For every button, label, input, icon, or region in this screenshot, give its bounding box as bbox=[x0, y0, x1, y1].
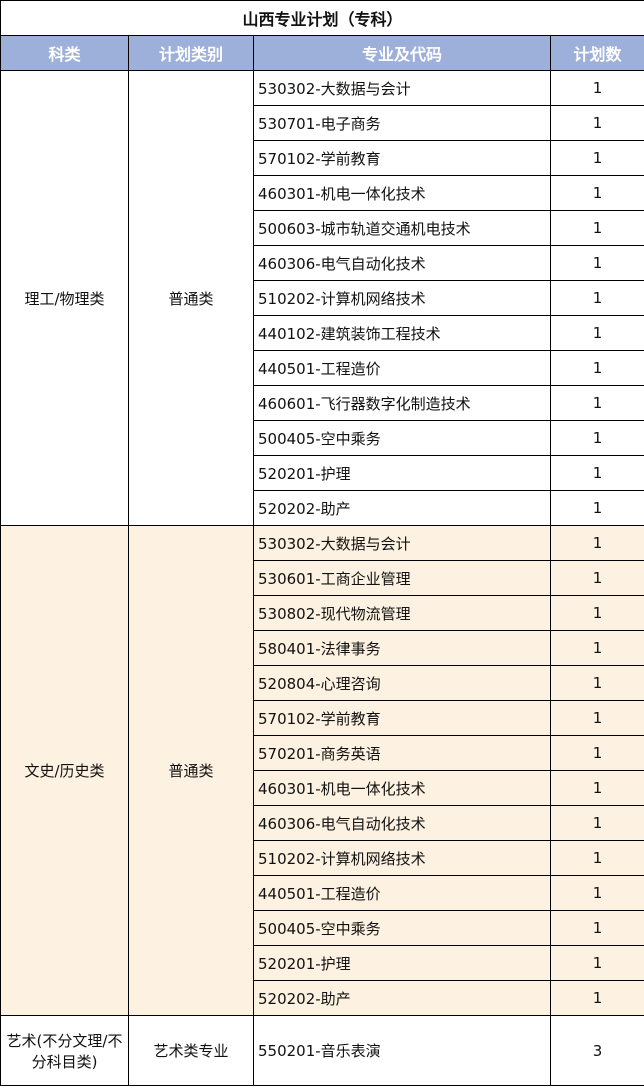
major-cell: 570102-学前教育 bbox=[253, 140, 551, 176]
count-cell: 1 bbox=[549, 805, 644, 841]
category-cell: 文史/历史类 bbox=[0, 525, 129, 1016]
table-row: 文史/历史类 普通类 530302-大数据与会计 1 bbox=[0, 525, 644, 1016]
table-row: 520202-助产 1 bbox=[1, 490, 644, 526]
table-row: 530701-电子商务 1 bbox=[1, 105, 644, 141]
major-cell: 460301-机电一体化技术 bbox=[253, 770, 551, 806]
header-category: 科类 bbox=[0, 35, 129, 71]
plan-type-cell: 普通类 bbox=[128, 525, 254, 1016]
count-cell: 1 bbox=[549, 910, 644, 946]
major-cell: 460306-电气自动化技术 bbox=[253, 245, 551, 281]
header-count: 计划数 bbox=[549, 35, 644, 71]
major-cell: 530601-工商企业管理 bbox=[253, 560, 551, 596]
table-row: 460301-机电一体化技术 1 bbox=[1, 175, 644, 211]
count-cell: 1 bbox=[549, 595, 644, 631]
table-row: 570201-商务英语 1 bbox=[1, 735, 644, 771]
count-cell: 1 bbox=[549, 70, 644, 106]
table-row: 580401-法律事务 1 bbox=[1, 630, 644, 666]
major-cell: 460301-机电一体化技术 bbox=[253, 175, 551, 211]
major-cell: 500405-空中乘务 bbox=[253, 910, 551, 946]
major-cell: 520804-心理咨询 bbox=[253, 665, 551, 701]
table-row: 520804-心理咨询 1 bbox=[1, 665, 644, 701]
count-cell: 1 bbox=[549, 490, 644, 526]
plan-type-cell: 艺术类专业 bbox=[128, 1015, 254, 1086]
major-cell: 520202-助产 bbox=[253, 980, 551, 1016]
table-row: 570102-学前教育 1 bbox=[1, 140, 644, 176]
count-cell: 1 bbox=[549, 700, 644, 736]
category-cell: 艺术(不分文理/不分科目类) bbox=[0, 1015, 129, 1086]
header-plan-type: 计划类别 bbox=[128, 35, 254, 71]
table-row: 520202-助产 1 bbox=[1, 980, 644, 1016]
table-row: 510202-计算机网络技术 1 bbox=[1, 840, 644, 876]
table-row: 440501-工程造价 1 bbox=[1, 875, 644, 911]
table-row: 570102-学前教育 1 bbox=[1, 700, 644, 736]
table-title: 山西专业计划（专科） bbox=[0, 0, 644, 36]
table-row: 理工/物理类 普通类 530302-大数据与会计 1 bbox=[0, 70, 644, 526]
table-row: 500405-空中乘务 1 bbox=[1, 420, 644, 456]
header-major: 专业及代码 bbox=[253, 35, 551, 71]
count-cell: 1 bbox=[549, 980, 644, 1016]
count-cell: 1 bbox=[549, 875, 644, 911]
major-cell: 530802-现代物流管理 bbox=[253, 595, 551, 631]
table-row: 460301-机电一体化技术 1 bbox=[1, 770, 644, 806]
major-cell: 530302-大数据与会计 bbox=[253, 70, 551, 106]
count-cell: 1 bbox=[549, 350, 644, 386]
major-cell: 550201-音乐表演 bbox=[253, 1015, 551, 1086]
table-row: 440501-工程造价 1 bbox=[1, 350, 644, 386]
count-cell: 1 bbox=[549, 665, 644, 701]
major-cell: 520202-助产 bbox=[253, 490, 551, 526]
major-cell: 440501-工程造价 bbox=[253, 875, 551, 911]
count-cell: 1 bbox=[549, 175, 644, 211]
count-cell: 1 bbox=[549, 770, 644, 806]
count-cell: 1 bbox=[549, 140, 644, 176]
count-cell: 1 bbox=[549, 105, 644, 141]
major-cell: 460306-电气自动化技术 bbox=[253, 805, 551, 841]
table-row: 460306-电气自动化技术 1 bbox=[1, 805, 644, 841]
count-cell: 1 bbox=[549, 560, 644, 596]
major-cell: 440102-建筑装饰工程技术 bbox=[253, 315, 551, 351]
table-row: 460601-飞行器数字化制造技术 1 bbox=[1, 385, 644, 421]
count-cell: 3 bbox=[549, 1015, 644, 1086]
count-cell: 1 bbox=[549, 315, 644, 351]
count-cell: 1 bbox=[549, 840, 644, 876]
major-cell: 570102-学前教育 bbox=[253, 700, 551, 736]
major-cell: 500603-城市轨道交通机电技术 bbox=[253, 210, 551, 246]
count-cell: 1 bbox=[549, 280, 644, 316]
count-cell: 1 bbox=[549, 455, 644, 491]
major-cell: 580401-法律事务 bbox=[253, 630, 551, 666]
count-cell: 1 bbox=[549, 210, 644, 246]
count-cell: 1 bbox=[549, 420, 644, 456]
count-cell: 1 bbox=[549, 945, 644, 981]
plan-type-cell: 普通类 bbox=[128, 70, 254, 526]
major-cell: 500405-空中乘务 bbox=[253, 420, 551, 456]
table-row: 460306-电气自动化技术 1 bbox=[1, 245, 644, 281]
major-cell: 510202-计算机网络技术 bbox=[253, 840, 551, 876]
major-cell: 530701-电子商务 bbox=[253, 105, 551, 141]
table-row: 520201-护理 1 bbox=[1, 945, 644, 981]
count-cell: 1 bbox=[549, 245, 644, 281]
category-cell: 理工/物理类 bbox=[0, 70, 129, 526]
major-cell: 460601-飞行器数字化制造技术 bbox=[253, 385, 551, 421]
major-cell: 440501-工程造价 bbox=[253, 350, 551, 386]
count-cell: 1 bbox=[549, 385, 644, 421]
major-cell: 520201-护理 bbox=[253, 455, 551, 491]
table-row: 艺术(不分文理/不分科目类) 艺术类专业 550201-音乐表演 3 bbox=[0, 1015, 644, 1086]
count-cell: 1 bbox=[549, 735, 644, 771]
major-cell: 570201-商务英语 bbox=[253, 735, 551, 771]
count-cell: 1 bbox=[549, 630, 644, 666]
table-row: 520201-护理 1 bbox=[1, 455, 644, 491]
major-cell: 530302-大数据与会计 bbox=[253, 525, 551, 561]
count-cell: 1 bbox=[549, 525, 644, 561]
major-cell: 520201-护理 bbox=[253, 945, 551, 981]
major-cell: 510202-计算机网络技术 bbox=[253, 280, 551, 316]
table-row: 500405-空中乘务 1 bbox=[1, 910, 644, 946]
